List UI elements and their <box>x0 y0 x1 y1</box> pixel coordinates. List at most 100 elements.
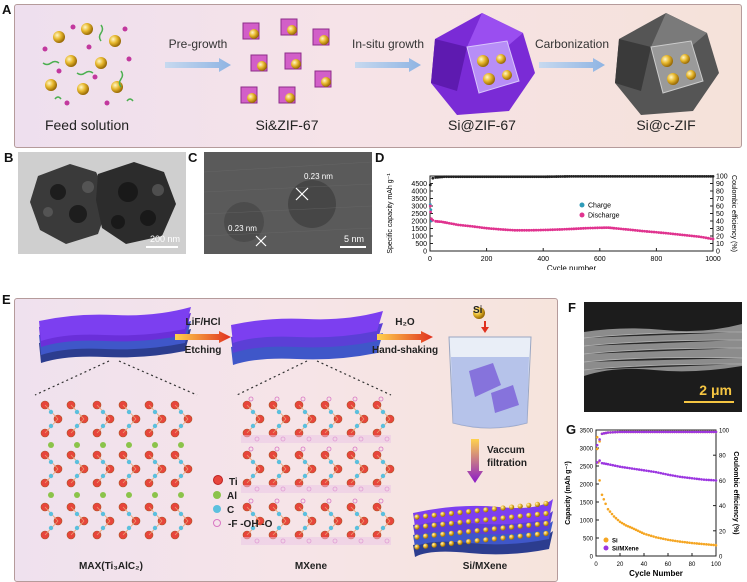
max-structure-label: MAX(Ti₃AlC₂) <box>79 561 143 572</box>
si-bead <box>448 520 454 526</box>
si-zif67-illustration <box>240 18 332 104</box>
data-point-discharge <box>501 228 505 231</box>
c-atom <box>328 423 334 429</box>
y2-tick-label: 50 <box>716 211 724 218</box>
data-point-si-mxene <box>705 478 708 482</box>
data-point-si-mxene-ce <box>681 430 685 434</box>
legend-label: Discharge <box>588 213 620 220</box>
si-bead <box>431 532 437 538</box>
c-atom <box>48 459 54 465</box>
c-atom <box>152 525 158 531</box>
data-point-discharge <box>447 221 451 225</box>
data-point-coulombic-efficiency <box>476 175 480 179</box>
c-atom <box>380 525 386 531</box>
data-point-discharge <box>553 228 557 232</box>
data-point-discharge <box>532 228 536 232</box>
beaker-illustration <box>448 307 532 429</box>
y-tick-label: 2000 <box>411 219 427 226</box>
termination-group <box>300 446 306 452</box>
x-tick-label: 60 <box>665 562 672 568</box>
data-point-si-mxene-ce <box>710 430 713 434</box>
data-point-si <box>690 541 694 545</box>
data-point-discharge <box>461 224 465 227</box>
data-point-coulombic-efficiency <box>672 174 676 178</box>
data-point-discharge <box>525 228 529 232</box>
data-point-discharge <box>522 228 526 232</box>
data-point-si <box>620 521 624 525</box>
data-point-si-mxene <box>611 463 615 467</box>
data-point-coulombic-efficiency <box>583 174 586 178</box>
data-point-discharge <box>515 228 519 232</box>
data-point-si <box>618 520 622 524</box>
data-point-si <box>640 531 644 535</box>
data-point-coulombic-efficiency <box>631 174 634 178</box>
si-bead <box>414 524 420 530</box>
data-point-si-mxene <box>637 468 641 471</box>
data-point-coulombic-efficiency <box>467 175 471 179</box>
data-point-coulombic-efficiency <box>565 175 569 178</box>
interlayer-band <box>241 537 391 545</box>
x-axis-label: Cycle number <box>547 264 597 270</box>
panel-label-d: D <box>375 150 385 165</box>
si-mxene-film-illustration <box>413 499 553 557</box>
data-point-coulombic-efficiency <box>700 174 704 178</box>
data-point-si-mxene <box>595 461 599 464</box>
c-atom <box>276 423 282 429</box>
si-bead <box>491 536 497 542</box>
y-tick-label: 0 <box>423 249 427 256</box>
data-point-coulombic-efficiency <box>607 174 610 178</box>
data-point-discharge <box>428 204 432 208</box>
data-point-si <box>693 541 696 545</box>
termination-group <box>326 498 332 504</box>
data-point-coulombic-efficiency <box>434 176 438 179</box>
c-atom <box>354 473 360 479</box>
data-point-coulombic-efficiency <box>652 174 656 178</box>
data-point-coulombic-efficiency <box>594 174 597 178</box>
data-point-si <box>606 507 610 511</box>
data-point-coulombic-efficiency <box>600 174 604 178</box>
si-bead <box>474 508 480 514</box>
data-point-discharge <box>478 225 481 229</box>
data-point-coulombic-efficiency <box>559 175 563 178</box>
data-point-si <box>624 524 628 527</box>
data-point-coulombic-efficiency <box>637 174 641 178</box>
c-atom <box>48 525 54 531</box>
legend-marker <box>603 537 609 543</box>
data-point-si-mxene-ce <box>712 430 716 434</box>
si-bead <box>543 500 549 507</box>
data-point-si-mxene <box>693 477 696 480</box>
data-point-si-mxene <box>613 464 617 468</box>
data-point-coulombic-efficiency <box>445 175 448 179</box>
c-atom <box>354 525 360 531</box>
x-axis-label: Cycle Number <box>629 569 683 578</box>
data-point-coulombic-efficiency <box>696 174 700 178</box>
data-point-si-mxene-ce <box>688 430 692 434</box>
data-point-coulombic-efficiency <box>665 174 669 178</box>
data-point-coulombic-efficiency <box>646 174 650 178</box>
data-point-si <box>630 526 634 530</box>
data-point-coulombic-efficiency <box>528 175 532 179</box>
data-point-si-mxene-ce <box>673 430 676 434</box>
legend-ti: Ti <box>229 477 238 488</box>
c-atom <box>302 525 308 531</box>
data-point-discharge <box>513 228 517 232</box>
data-point-si <box>673 539 677 543</box>
data-point-coulombic-efficiency <box>537 175 541 179</box>
data-point-discharge <box>591 226 595 230</box>
data-point-discharge <box>685 233 689 237</box>
c-atom <box>250 473 256 479</box>
c-atom <box>302 473 308 479</box>
vacuum-filtration-arrow <box>467 439 483 483</box>
data-point-si-mxene-ce <box>701 430 705 434</box>
y2-tick-label: 0 <box>719 555 723 561</box>
data-point-discharge <box>567 227 571 231</box>
al-legend-icon <box>213 491 221 499</box>
lattice-label-2: 0.23 nm <box>228 224 257 233</box>
data-point-discharge <box>662 231 665 235</box>
x-tick-label: 1000 <box>705 256 721 263</box>
data-point-discharge <box>624 227 628 231</box>
si-bead <box>500 535 506 541</box>
si-bead <box>414 534 420 540</box>
zoom-guide-lines <box>34 360 392 396</box>
c-atom <box>354 511 360 517</box>
